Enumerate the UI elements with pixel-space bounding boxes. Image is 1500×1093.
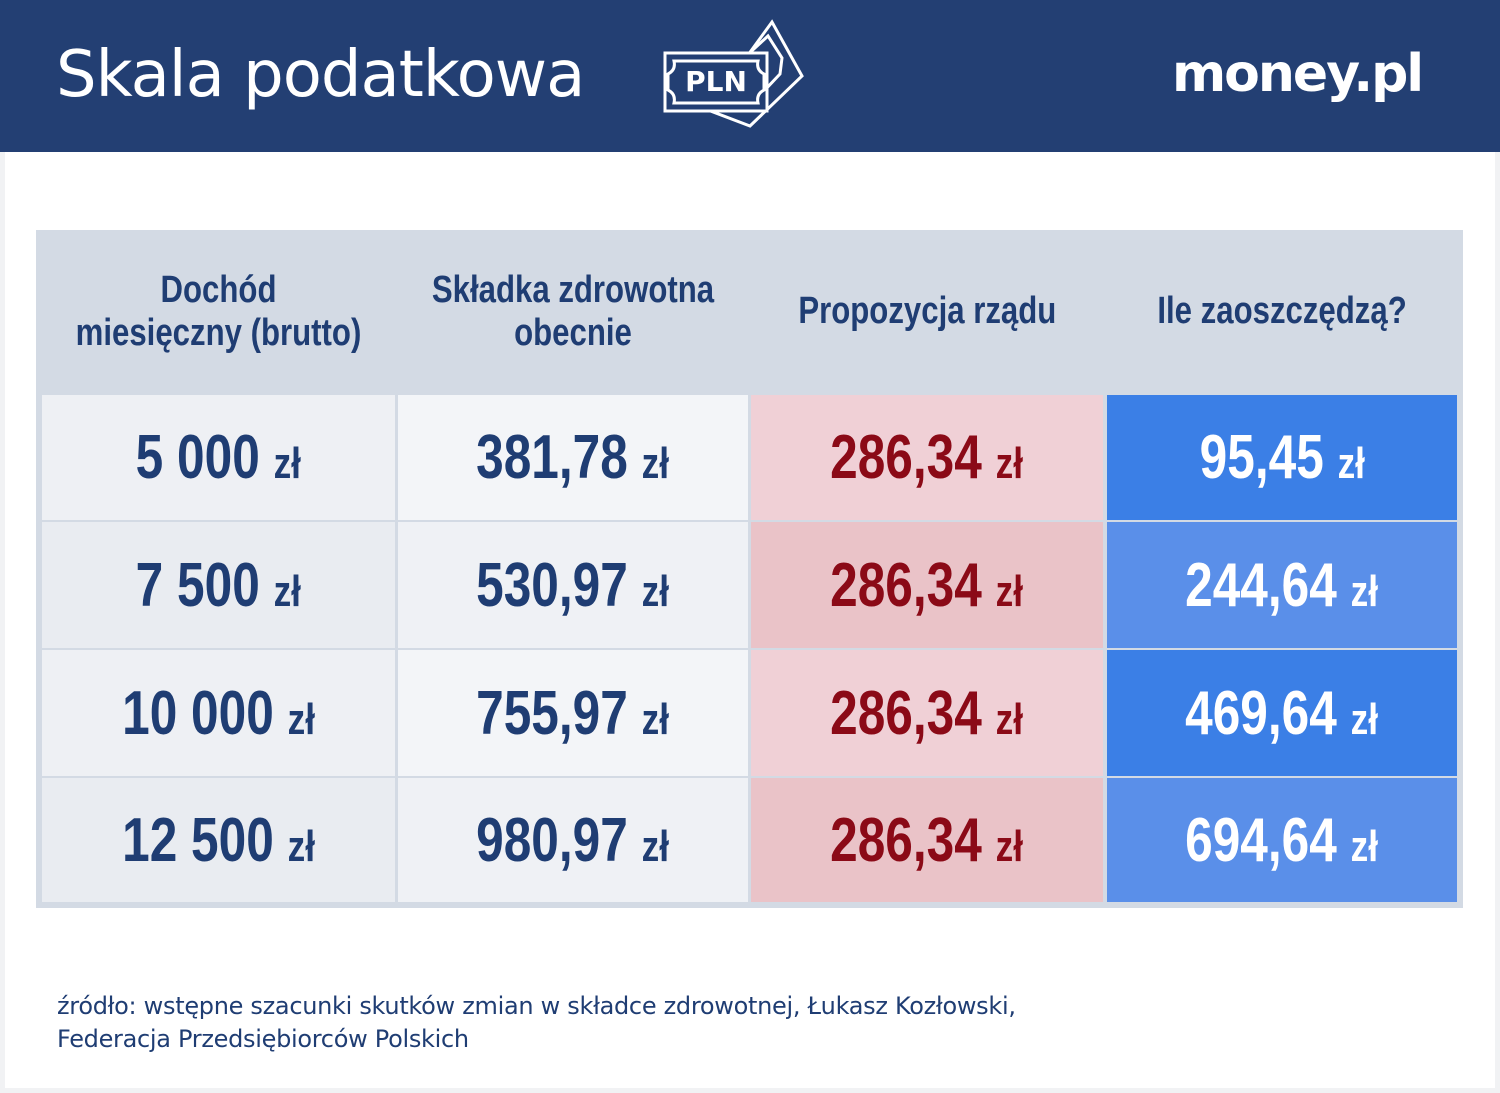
cell-value: 530,97 zł	[477, 550, 670, 621]
amount: 694,64	[1185, 805, 1338, 875]
table-cell: 7 500 zł	[42, 522, 395, 648]
table-cell: 469,64 zł	[1107, 650, 1457, 776]
currency-unit: zł	[642, 821, 670, 871]
currency-unit: zł	[1351, 821, 1379, 871]
currency-unit: zł	[996, 694, 1024, 744]
currency-unit: zł	[287, 821, 315, 871]
cell-value: 286,34 zł	[831, 422, 1024, 493]
cell-value: 694,64 zł	[1186, 805, 1379, 876]
table-cell: 286,34 zł	[751, 395, 1103, 520]
table-cell: 980,97 zł	[398, 778, 748, 902]
currency-unit: zł	[1351, 566, 1379, 616]
pln-icon-text: PLN	[685, 65, 747, 98]
cell-value: 980,97 zł	[477, 805, 670, 876]
cell-value: 10 000 zł	[122, 678, 315, 749]
currency-unit: zł	[273, 566, 302, 616]
cell-value: 469,64 zł	[1186, 678, 1379, 749]
amount: 5 000	[135, 423, 260, 492]
amount: 286,34	[830, 805, 983, 875]
table-cell: 286,34 zł	[751, 778, 1103, 902]
money-pl-logo: money.pl	[1172, 44, 1424, 104]
source-note: źródło: wstępne szacunki skutków zmian w…	[57, 990, 1016, 1056]
currency-unit: zł	[996, 821, 1024, 871]
amount: 7 500	[135, 550, 260, 620]
amount: 755,97	[476, 678, 629, 748]
amount: 381,78	[476, 423, 629, 492]
cell-value: 381,78 zł	[477, 422, 670, 493]
logo-text: money.pl	[1172, 44, 1424, 104]
currency-unit: zł	[273, 439, 302, 488]
cell-value: 7 500 zł	[136, 550, 301, 621]
cell-value: 244,64 zł	[1186, 550, 1379, 621]
amount: 286,34	[830, 550, 983, 620]
currency-unit: zł	[642, 694, 670, 744]
amount: 980,97	[476, 805, 629, 875]
cell-value: 286,34 zł	[831, 678, 1024, 749]
cell-value: 12 500 zł	[122, 805, 315, 876]
column-header-label: Składka zdrowotna obecnie	[431, 268, 715, 354]
column-header-label: Ile zaoszczędzą?	[1157, 290, 1407, 332]
amount: 469,64	[1185, 678, 1338, 748]
source-line-1: źródło: wstępne szacunki skutków zmian w…	[57, 992, 1016, 1020]
column-header: Propozycja rządu	[751, 230, 1103, 393]
cell-value: 755,97 zł	[477, 678, 670, 749]
table-cell: 95,45 zł	[1107, 395, 1457, 520]
column-header: Dochód miesięczny (brutto)	[42, 230, 395, 393]
column-header-label: Dochód miesięczny (brutto)	[75, 268, 362, 354]
amount: 530,97	[476, 550, 629, 620]
currency-unit: zł	[642, 566, 670, 616]
currency-unit: zł	[996, 566, 1024, 616]
table-cell: 5 000 zł	[42, 395, 395, 520]
amount: 95,45	[1199, 423, 1324, 492]
cell-value: 286,34 zł	[831, 805, 1024, 876]
amount: 286,34	[830, 678, 983, 748]
table-cell: 10 000 zł	[42, 650, 395, 776]
banknote-pln-icon: PLN	[663, 19, 804, 128]
column-header-label: Propozycja rządu	[797, 290, 1056, 332]
table-cell: 381,78 zł	[398, 395, 748, 520]
table-cell: 530,97 zł	[398, 522, 748, 648]
currency-unit: zł	[642, 439, 670, 488]
cell-value: 286,34 zł	[831, 550, 1024, 621]
table-cell: 12 500 zł	[42, 778, 395, 902]
currency-unit: zł	[1351, 694, 1379, 744]
page-title: Skala podatkowa	[56, 38, 585, 112]
table-cell: 755,97 zł	[398, 650, 748, 776]
amount: 10 000	[122, 678, 274, 748]
cell-value: 5 000 zł	[136, 422, 301, 493]
amount: 12 500	[122, 805, 274, 875]
currency-unit: zł	[996, 439, 1024, 488]
tax-table: Dochód miesięczny (brutto) Składka zdrowo…	[36, 230, 1463, 908]
header-bar: Skala podatkowa PLN money.pl	[0, 0, 1500, 152]
table-cell: 694,64 zł	[1107, 778, 1457, 902]
column-header: Ile zaoszczędzą?	[1107, 230, 1457, 393]
table-cell: 244,64 zł	[1107, 522, 1457, 648]
source-line-2: Federacja Przedsiębiorców Polskich	[57, 1025, 469, 1053]
currency-unit: zł	[1337, 439, 1365, 488]
column-header: Składka zdrowotna obecnie	[398, 230, 748, 393]
table-cell: 286,34 zł	[751, 522, 1103, 648]
amount: 244,64	[1185, 550, 1338, 620]
currency-unit: zł	[287, 694, 315, 744]
table-cell: 286,34 zł	[751, 650, 1103, 776]
cell-value: 95,45 zł	[1199, 422, 1364, 493]
amount: 286,34	[830, 423, 983, 492]
